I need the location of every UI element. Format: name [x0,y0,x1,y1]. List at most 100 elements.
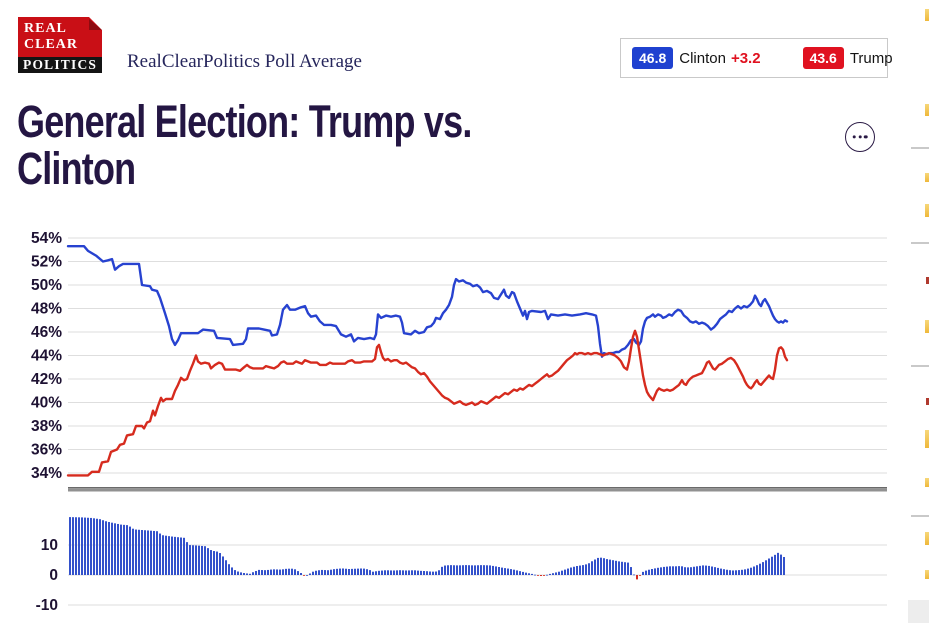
spread-bar [369,570,371,575]
spread-bar [534,574,536,576]
spread-bar [294,569,296,575]
spread-bar [114,523,116,575]
spread-bar [78,517,80,575]
spread-bar [309,573,311,575]
legend-trump-group: 43.6 Trump [802,47,893,69]
spread-bar [174,536,176,575]
spread-bar [462,565,464,575]
more-options-button[interactable] [845,122,875,152]
spread-bar [342,568,344,575]
chart-separator [68,487,887,489]
spread-bar [270,569,272,575]
spread-bar [723,569,725,575]
spread-bar [129,526,131,575]
spread-bar [387,570,389,575]
spread-bar [663,566,665,575]
page-title-line2: Clinton [17,143,136,194]
spread-bar [432,571,434,575]
spread-bar [330,569,332,575]
spread-bar [378,570,380,575]
spread-bar [609,559,611,575]
spread-bar [483,565,485,575]
spread-bar [141,530,143,575]
y-axis-tick-label: 36% [31,442,62,459]
spread-bar [276,569,278,575]
clipped-sidebar-icon [925,430,929,448]
chart-separator [68,488,887,492]
spread-bar [258,569,260,575]
rcp-logo[interactable]: REAL CLEAR POLITICS [18,17,102,73]
spread-bar [639,575,641,576]
spread-bar [156,531,158,575]
spread-bar [552,573,554,575]
clipped-sidebar-divider [911,365,929,367]
spread-bar [237,571,239,575]
spread-bar [117,523,119,575]
spread-bar [735,570,737,575]
spread-bar [687,567,689,575]
spread-bar [153,530,155,575]
spread-bar [429,571,431,575]
spread-bar [630,567,632,575]
spread-bar [285,568,287,575]
spread-bar [456,565,458,575]
clipped-sidebar-icon [925,104,929,116]
spread-bar [288,568,290,575]
spread-bar [72,517,74,575]
spread-bar [162,535,164,575]
spread-bar [573,566,575,575]
spread-bar [522,571,524,575]
spread-bar [708,565,710,575]
spread-bar [402,570,404,575]
spread-bar [699,565,701,575]
y-axis-tick-label: 42% [31,371,62,388]
spread-bar [732,570,734,575]
spread-bar [564,569,566,575]
spread-bar [510,569,512,575]
clipped-sidebar-divider [911,515,929,517]
spread-bar [120,524,122,575]
spread-bar [444,565,446,575]
spread-bar [600,557,602,575]
spread-bar [411,570,413,575]
spread-bar [621,561,623,575]
trump-label: Trump [849,49,893,67]
spread-bar [303,575,305,576]
spread-bar [585,564,587,575]
spread-bar [192,545,194,575]
spread-bar [768,558,770,575]
spread-bar [489,565,491,575]
spread-bar [450,565,452,575]
spread-bar [558,571,560,575]
spread-bar [525,572,527,575]
spread-bar [705,565,707,575]
spread-bar [273,569,275,575]
spread-bar [711,566,713,575]
clipped-sidebar-icon [926,398,929,405]
spread-bar [492,565,494,575]
spread-bar [357,568,359,575]
spread-bar [486,565,488,575]
spread-bar [438,570,440,575]
y-axis-tick-label: 40% [31,395,62,412]
spread-bar [777,552,779,575]
series-line-trump [66,329,789,477]
poll-average-subtitle: RealClearPolitics Poll Average [127,51,362,72]
trump-value-badge: 43.6 [802,47,844,69]
spread-bar [465,565,467,575]
spread-bar [747,568,749,575]
spread-bar [339,568,341,575]
y-axis-tick-label: 52% [31,254,62,271]
spread-bar [198,545,200,575]
spread-bar [240,572,242,575]
spread-bar [90,517,92,575]
spread-bar [147,530,149,575]
spread-bar [105,521,107,575]
clipped-sidebar-divider [911,147,929,149]
spread-bar [420,570,422,575]
spread-bar [441,566,443,575]
spread-bar [291,568,293,575]
spread-bar [579,565,581,575]
spread-bar [177,537,179,575]
